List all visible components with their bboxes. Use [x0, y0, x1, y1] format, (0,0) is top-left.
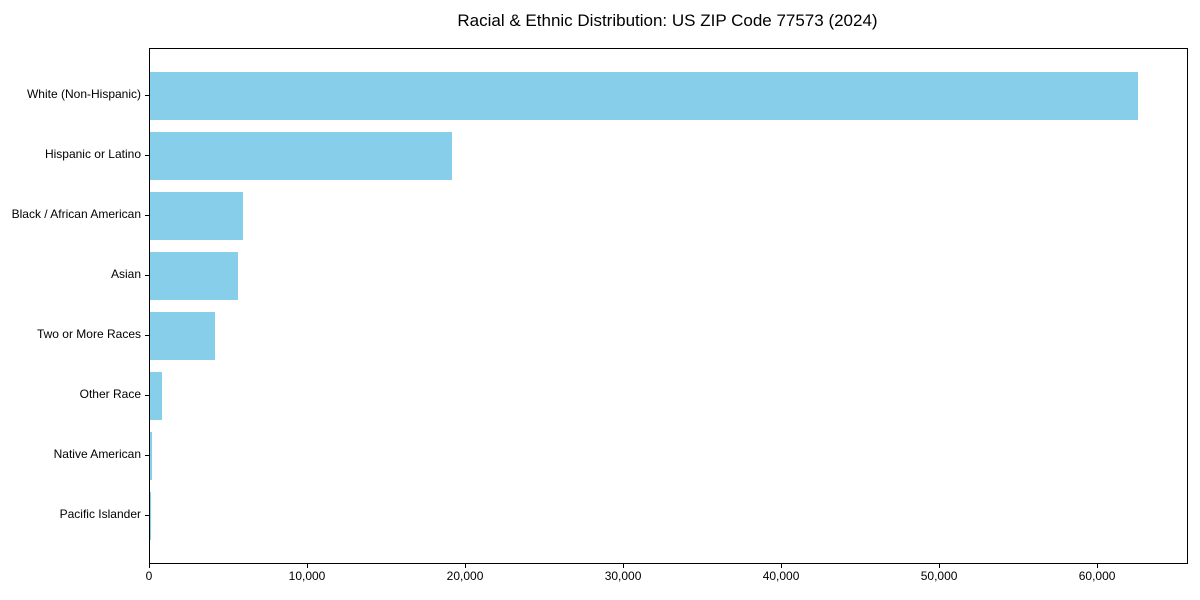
bar-native-american: [150, 431, 153, 480]
xtick-label-40000: 40,000: [762, 569, 800, 583]
xtick-mark-40000: [780, 563, 782, 568]
xtick-label-0: 0: [145, 569, 153, 583]
xtick-mark-30000: [622, 563, 624, 568]
xtick-label-60000: 60,000: [1078, 569, 1116, 583]
bar-white-non-hispanic: [150, 72, 1138, 121]
plot-area: [149, 48, 1188, 564]
bar-asian: [150, 252, 239, 301]
bar-hispanic-or-latino: [150, 132, 452, 181]
ytick-label-asian: Asian: [110, 267, 141, 282]
ytick-mark-black-african-american: [145, 215, 149, 217]
ytick-mark-other-race: [145, 394, 149, 396]
ytick-label-white-non-hispanic: White (Non-Hispanic): [26, 87, 141, 102]
bar-black-african-american: [150, 192, 244, 241]
ytick-mark-native-american: [145, 454, 149, 456]
xtick-mark-50000: [938, 563, 940, 568]
xtick-label-30000: 30,000: [604, 569, 642, 583]
ytick-mark-pacific-islander: [145, 514, 149, 516]
xtick-label-10000: 10,000: [288, 569, 326, 583]
ytick-label-black-african-american: Black / African American: [11, 207, 141, 222]
bar-pacific-islander: [150, 491, 151, 540]
xtick-mark-0: [148, 563, 150, 568]
xtick-mark-10000: [306, 563, 308, 568]
bar-two-or-more-races: [150, 311, 215, 360]
ytick-mark-hispanic-or-latino: [145, 155, 149, 157]
ytick-label-native-american: Native American: [53, 446, 141, 461]
chart-title: Racial & Ethnic Distribution: US ZIP Cod…: [457, 11, 878, 30]
xtick-mark-20000: [464, 563, 466, 568]
ytick-label-hispanic-or-latino: Hispanic or Latino: [44, 147, 141, 162]
ytick-mark-asian: [145, 275, 149, 277]
xtick-label-50000: 50,000: [920, 569, 958, 583]
xtick-label-20000: 20,000: [446, 569, 484, 583]
ytick-mark-white-non-hispanic: [145, 95, 149, 97]
ytick-label-pacific-islander: Pacific Islander: [59, 506, 141, 521]
bar-other-race: [150, 371, 162, 420]
ytick-mark-two-or-more-races: [145, 334, 149, 336]
ytick-label-other-race: Other Race: [79, 386, 141, 401]
ytick-label-two-or-more-races: Two or More Races: [36, 326, 141, 341]
xtick-mark-60000: [1096, 563, 1098, 568]
